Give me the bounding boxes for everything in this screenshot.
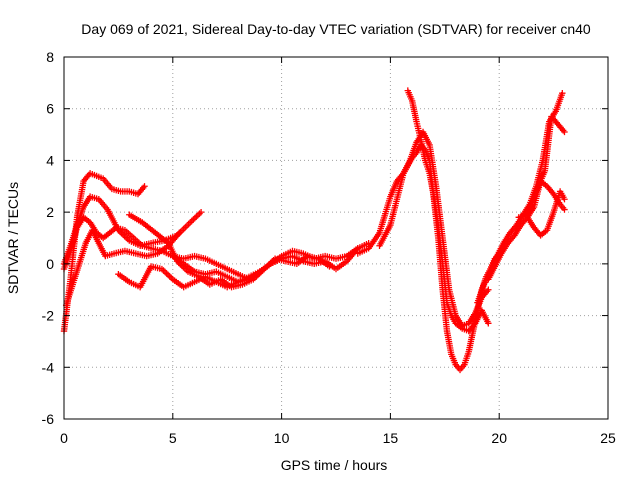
data-point	[196, 210, 203, 217]
data-point	[161, 268, 169, 276]
y-tick-label: 6	[46, 101, 54, 117]
chart-title: Day 069 of 2021, Sidereal Day-to-day VTE…	[81, 21, 591, 37]
y-tick-label: 0	[46, 256, 54, 272]
x-tick-label: 20	[491, 430, 507, 446]
x-tick-label: 15	[383, 430, 399, 446]
data-point	[164, 271, 172, 279]
y-axis-label: SDTVAR / TECUs	[5, 182, 21, 294]
data-point	[188, 217, 195, 225]
data-marks	[60, 87, 568, 374]
data-point	[166, 273, 173, 280]
data-point	[193, 213, 200, 220]
x-tick-label: 5	[169, 430, 177, 446]
data-point	[194, 211, 202, 219]
series-track-n	[515, 113, 568, 221]
y-tick-label: -6	[42, 411, 55, 427]
y-tick-label: 4	[46, 152, 54, 168]
data-point	[485, 320, 492, 327]
plot-border	[63, 56, 609, 420]
x-tick-label: 0	[60, 430, 68, 446]
data-point	[559, 90, 566, 97]
data-point	[561, 206, 568, 213]
data-point	[197, 208, 205, 216]
y-tick-label: 8	[46, 49, 54, 65]
x-axis-label: GPS time / hours	[281, 457, 388, 473]
series-track-j	[404, 87, 492, 335]
x-tick-label: 10	[274, 430, 290, 446]
series-track-g	[169, 245, 361, 283]
data-point	[190, 216, 197, 223]
series-track-h	[354, 141, 503, 374]
series-track-l	[485, 177, 568, 283]
data-point	[141, 183, 148, 190]
grid-lines	[64, 57, 608, 419]
series-track-m	[524, 188, 568, 239]
data-point	[561, 196, 568, 203]
x-tick-label: 25	[600, 430, 616, 446]
series-track-d	[60, 214, 264, 286]
y-tick-label: -4	[42, 359, 55, 375]
data-point	[118, 229, 125, 237]
data-point	[561, 128, 568, 136]
data-point	[485, 286, 492, 293]
y-tick-label: 2	[46, 204, 54, 220]
data-point	[163, 270, 170, 277]
y-tick-label: -2	[42, 308, 55, 324]
series-track-i	[376, 128, 492, 330]
axis-ticks: 0 5 10 15 20 25 -6 -4 -2 0 2 4 6 8	[42, 49, 616, 446]
data-point	[191, 214, 199, 222]
data-point	[176, 229, 183, 237]
